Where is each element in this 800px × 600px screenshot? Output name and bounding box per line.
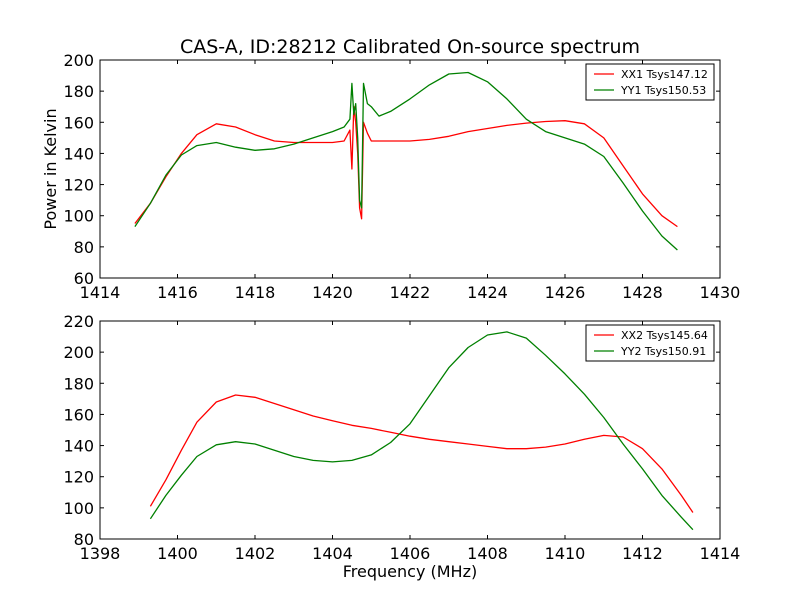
plot-panel-bottom: 1398 1400 1402 1404 1406 1408 1410 1412 1414 80 10… xyxy=(63,312,740,581)
x-tick-label: 1412 xyxy=(622,544,663,563)
y-tick-label: 180 xyxy=(63,374,94,393)
y-tick-label: 60 xyxy=(74,269,94,288)
x-axis-label: Frequency (MHz) xyxy=(343,562,477,581)
y-tick-label: 220 xyxy=(63,312,94,331)
y-tick-label: 80 xyxy=(74,530,94,549)
x-tick-label: 1410 xyxy=(545,544,586,563)
legend-entry: YY2 Tsys150.91 xyxy=(620,345,706,358)
chart-title: CAS-A, ID:28212 Calibrated On-source spe… xyxy=(180,36,640,58)
legend-box xyxy=(585,324,715,362)
series-line xyxy=(134,106,678,228)
y-tick-label: 140 xyxy=(63,437,94,456)
x-tick-label: 1404 xyxy=(312,544,353,563)
x-tick-label: 1414 xyxy=(80,283,121,302)
x-tick-label: 1408 xyxy=(467,544,508,563)
x-tick-label: 1414 xyxy=(700,544,741,563)
series-group xyxy=(134,71,678,251)
legend-box xyxy=(585,63,715,101)
series-line xyxy=(134,71,678,251)
y-axis-label: Power in Kelvin xyxy=(41,108,60,229)
legend-entry: XX2 Tsys145.64 xyxy=(621,329,708,342)
y-tick-label: 100 xyxy=(63,499,94,518)
x-tick-label: 1398 xyxy=(80,544,121,563)
x-tick-label: 1420 xyxy=(312,283,353,302)
y-tick-label: 160 xyxy=(63,405,94,424)
y-tick-label: 200 xyxy=(63,343,94,362)
plot-panel-top: 1414 1416 1418 1420 1422 1424 1426 1428 1430 60 80… xyxy=(41,36,740,302)
y-tick-label: 140 xyxy=(63,144,94,163)
x-tick-label: 1426 xyxy=(545,283,586,302)
y-tick-label: 180 xyxy=(63,82,94,101)
y-tick-label: 200 xyxy=(63,51,94,70)
y-tick-label: 120 xyxy=(63,176,94,195)
series-group xyxy=(149,331,694,531)
x-tick-label: 1424 xyxy=(467,283,508,302)
x-tick-label: 1402 xyxy=(235,544,276,563)
series-line xyxy=(149,331,694,531)
legend-entry: YY1 Tsys150.53 xyxy=(620,84,706,97)
x-tick-label: 1418 xyxy=(235,283,276,302)
x-tick-label: 1430 xyxy=(700,283,741,302)
x-tick-label: 1400 xyxy=(157,544,198,563)
x-tick-label: 1406 xyxy=(390,544,431,563)
legend: XX2 Tsys145.64 YY2 Tsys150.91 xyxy=(585,324,715,362)
legend: XX1 Tsys147.12 YY1 Tsys150.53 xyxy=(585,63,715,101)
legend-entry: XX1 Tsys147.12 xyxy=(621,68,708,81)
y-tick-label: 80 xyxy=(74,238,94,257)
y-tick-label: 100 xyxy=(63,207,94,226)
y-tick-label: 160 xyxy=(63,113,94,132)
x-tick-label: 1428 xyxy=(622,283,663,302)
y-tick-label: 120 xyxy=(63,468,94,487)
x-tick-label: 1416 xyxy=(157,283,198,302)
series-line xyxy=(149,394,694,513)
x-tick-label: 1422 xyxy=(390,283,431,302)
